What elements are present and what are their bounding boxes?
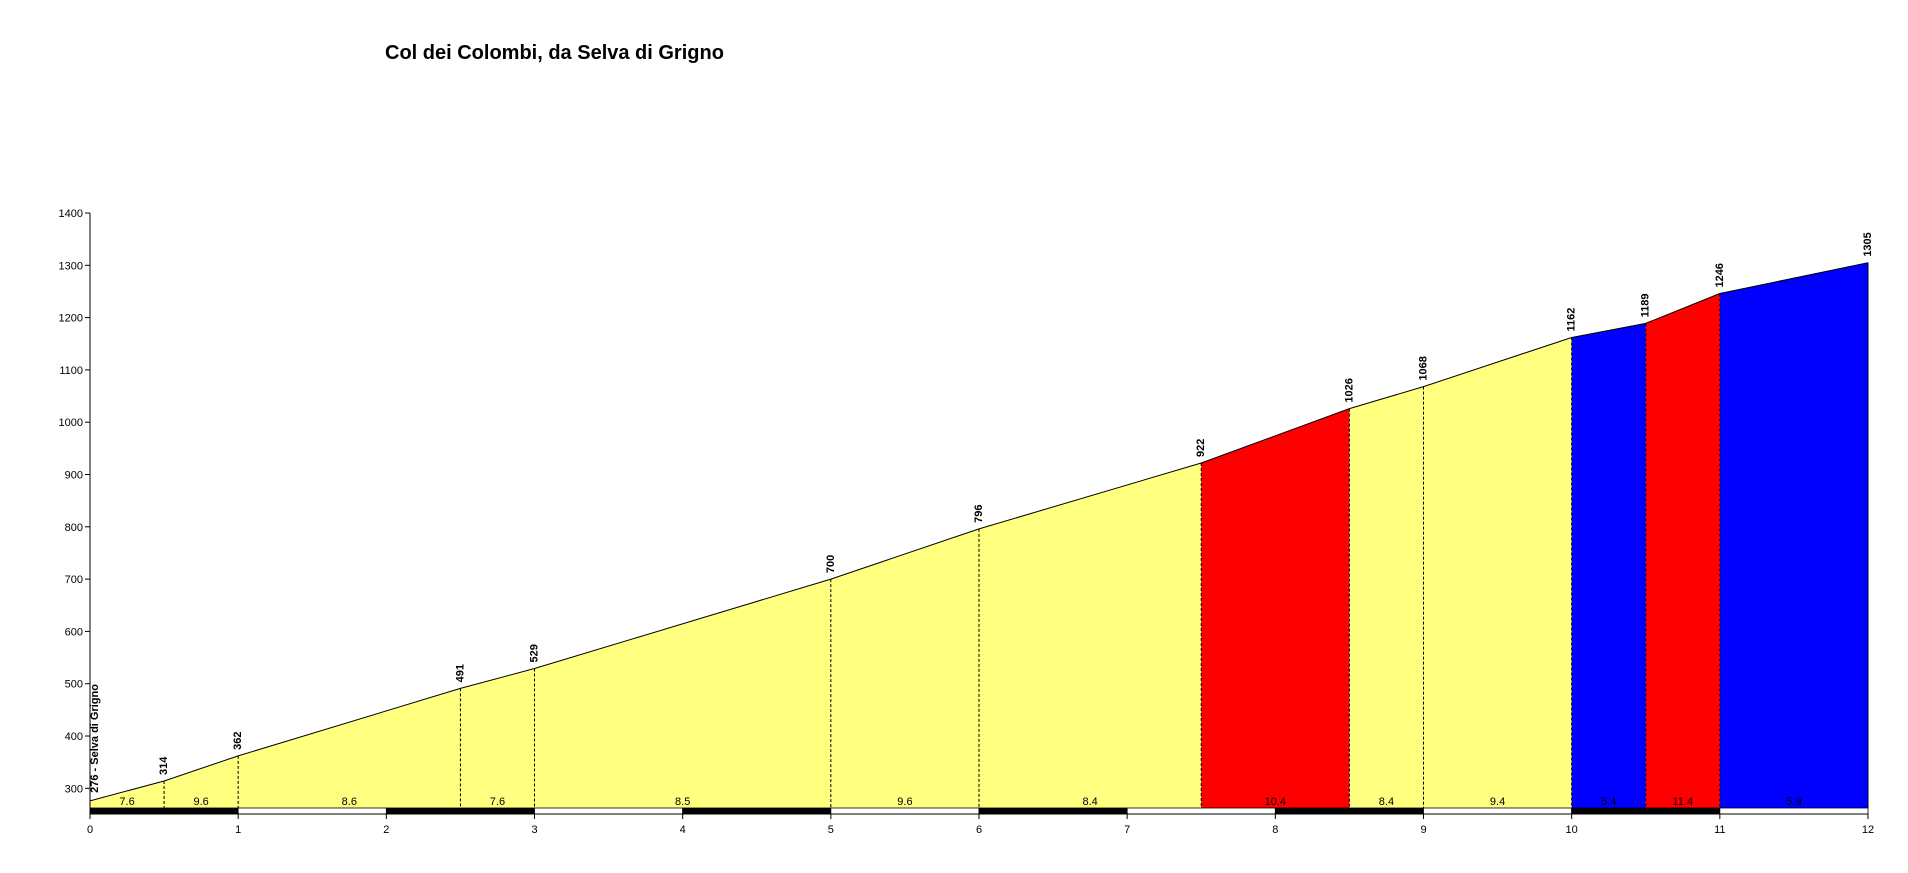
segment-gradient-label: 7.6 — [490, 796, 505, 808]
y-tick-label: 1200 — [59, 313, 83, 325]
elevation-label: 529 — [529, 644, 541, 662]
elevation-label: 1026 — [1343, 378, 1355, 402]
segment-gradient-label: 9.4 — [1490, 796, 1505, 808]
elevation-label: 1162 — [1566, 308, 1578, 332]
y-tick-label: 1000 — [59, 417, 83, 429]
profile-line — [89, 262, 1869, 802]
distance-bar-km-6 — [978, 807, 1128, 815]
y-tick-label: 800 — [65, 522, 83, 534]
profile-segment-1 — [164, 755, 239, 808]
profile-segment-7 — [1201, 408, 1350, 808]
segment-gradient-label: 5.9 — [1786, 796, 1801, 808]
elevation-label: 362 — [232, 732, 244, 750]
x-tick-label: 9 — [1420, 824, 1426, 836]
x-tick-label: 1 — [235, 824, 241, 836]
distance-bar-km-9 — [1423, 807, 1573, 815]
distance-bar-km-0 — [89, 807, 239, 815]
elevation-label: 1305 — [1862, 232, 1874, 256]
x-tick-label: 12 — [1862, 824, 1874, 836]
profile-segment-2 — [238, 688, 461, 808]
distance-bar-km-10 — [1571, 807, 1721, 815]
y-tick-label: 1400 — [59, 208, 83, 220]
x-tick-label: 5 — [828, 824, 834, 836]
y-tick-label: 600 — [65, 626, 83, 638]
profile-segment-10 — [1571, 323, 1646, 808]
profile-segment-6 — [979, 462, 1202, 808]
x-tick-label: 6 — [976, 824, 982, 836]
x-tick-label: 4 — [680, 824, 686, 836]
elevation-label: 796 — [973, 505, 985, 523]
x-tick-label: 11 — [1714, 824, 1725, 836]
distance-bar-km-2 — [385, 807, 535, 815]
distance-bar-km-7 — [1126, 807, 1276, 815]
x-tick-label: 10 — [1566, 824, 1578, 836]
profile-segment-3 — [460, 668, 535, 808]
profile-segment-5 — [830, 528, 979, 808]
elevation-label: 1189 — [1640, 293, 1652, 317]
x-tick-label: 7 — [1124, 824, 1130, 836]
elevation-label: 314 — [158, 756, 170, 775]
segment-gradient-label: 7.6 — [119, 796, 134, 808]
segment-gradient-label: 8.4 — [1379, 796, 1394, 808]
x-tick-label: 2 — [383, 824, 389, 836]
distance-bar-km-4 — [682, 807, 832, 815]
chart-title: Col dei Colombi, da Selva di Grigno — [385, 42, 724, 64]
y-tick-label: 1300 — [59, 260, 83, 272]
y-tick-label: 700 — [65, 574, 83, 586]
segment-gradient-label: 10.4 — [1265, 796, 1286, 808]
segment-gradient-label: 11.4 — [1672, 796, 1693, 808]
y-tick-label: 900 — [65, 470, 83, 482]
distance-bar-km-8 — [1274, 807, 1424, 815]
distance-bar-km-1 — [237, 807, 387, 815]
elevation-label: 1246 — [1714, 263, 1726, 287]
x-tick-label: 3 — [531, 824, 537, 836]
distance-bar-km-5 — [830, 807, 980, 815]
segment-gradient-label: 5.4 — [1601, 796, 1616, 808]
profile-segment-0 — [90, 780, 165, 808]
profile-segment-12 — [1719, 262, 1868, 808]
profile-segment-11 — [1645, 293, 1720, 808]
segment-gradient-label: 8.4 — [1082, 796, 1097, 808]
elevation-label: 491 — [454, 664, 466, 682]
y-tick-label: 400 — [65, 731, 83, 743]
elevation-label: 700 — [825, 555, 837, 573]
y-tick-label: 1100 — [59, 365, 83, 377]
distance-bar-km-11 — [1719, 807, 1869, 815]
x-tick-label: 0 — [87, 824, 93, 836]
profile-segment-4 — [534, 579, 831, 808]
segment-gradient-label: 8.6 — [342, 796, 357, 808]
segment-gradient-label: 9.6 — [897, 796, 912, 808]
profile-segment-8 — [1349, 386, 1424, 808]
elevation-label: 922 — [1195, 439, 1207, 457]
segment-gradient-label: 9.6 — [193, 796, 208, 808]
elevation-label: 1068 — [1418, 356, 1430, 380]
segment-gradient-label: 8.5 — [675, 796, 690, 808]
profile-segment-9 — [1423, 337, 1572, 808]
distance-bar-km-3 — [534, 807, 684, 815]
x-tick-label: 8 — [1272, 824, 1278, 836]
y-tick-label: 300 — [65, 783, 83, 795]
y-tick-label: 500 — [65, 679, 83, 691]
start-point-label: 276 - Selva di Grigno — [89, 684, 101, 793]
